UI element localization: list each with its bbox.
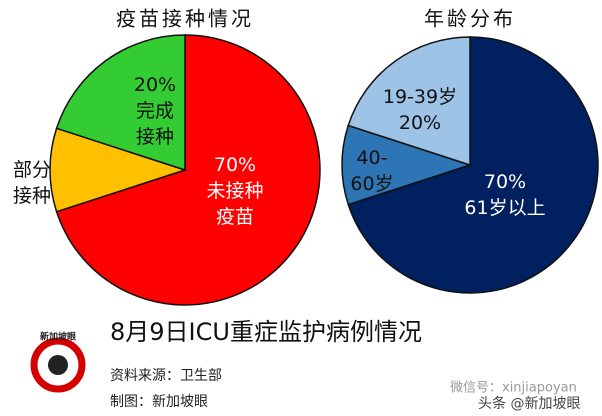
label-line: 70%: [214, 154, 256, 176]
label-line: 60岁: [350, 173, 393, 195]
chart-title: 疫苗接种情况: [116, 7, 254, 31]
slice-label: 40-60岁: [350, 147, 393, 195]
label-line: 部分: [13, 159, 51, 181]
label-line: 61岁以上: [464, 197, 545, 219]
credit: 制图：新加坡眼: [110, 394, 208, 410]
slice-label: 20% 完成接种: [134, 74, 176, 148]
logo-text: 新加坡眼: [40, 331, 76, 343]
label-line: 未接种: [206, 180, 263, 202]
slice-label: 部分接种: [13, 159, 51, 207]
source: 资料来源：卫生部: [110, 368, 222, 384]
label-line: 20%: [134, 74, 176, 96]
pie-slice: [49, 127, 188, 213]
pie-slice: [341, 124, 473, 206]
heading: 8月9日ICU重症监护病例情况: [110, 318, 422, 346]
pie-slice: [55, 34, 186, 172]
label-line: 完成: [136, 100, 174, 122]
slice-label: 70% 未接种疫苗: [206, 154, 263, 228]
label-line: 接种: [136, 126, 174, 148]
chart-title: 年龄分布: [424, 7, 516, 31]
label-line: 19-39岁: [383, 86, 457, 108]
label-line: 40-: [356, 147, 387, 169]
logo: 新加坡眼: [30, 331, 86, 393]
pie-slice: [347, 36, 599, 294]
slice-label: 19-39岁 20%: [383, 86, 457, 134]
label-line: 接种: [13, 185, 51, 207]
platform: 头条 @新加坡眼: [478, 395, 580, 412]
pie-slice: [347, 36, 471, 167]
watermark: 微信号：xinjiapoyan: [450, 381, 577, 396]
slice-label: 70% 61岁以上: [464, 171, 545, 219]
pie-slice: [55, 34, 321, 306]
label-line: 疫苗: [216, 206, 254, 228]
label-line: 20%: [399, 112, 441, 134]
label-line: 70%: [484, 171, 526, 193]
